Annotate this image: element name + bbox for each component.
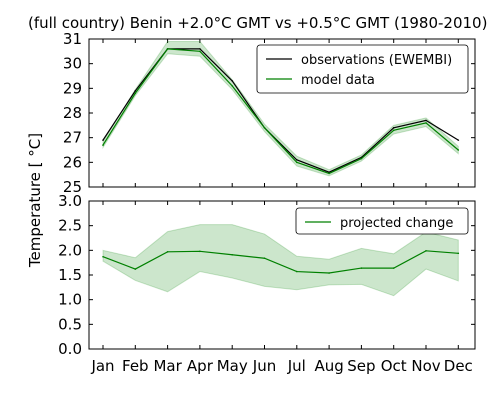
data-point — [102, 255, 104, 258]
data-point — [134, 90, 137, 92]
x-tick-label: Dec — [444, 357, 473, 375]
data-point — [328, 272, 330, 274]
data-point — [425, 119, 427, 122]
y-tick-label: 0.0 — [58, 340, 82, 358]
y-tick-label: 2.0 — [58, 241, 82, 259]
y-tick-label: 2.5 — [58, 217, 82, 235]
legend-label: observations (EWEMBI) — [301, 53, 452, 68]
axes-frame — [88, 200, 476, 350]
data-point — [199, 250, 201, 253]
y-tick-label: 1.0 — [58, 291, 82, 309]
x-tick-label: Oct — [381, 357, 407, 375]
legend-box — [256, 44, 469, 94]
series-line-model-data — [102, 48, 459, 175]
axes-frame — [88, 38, 476, 188]
data-point — [231, 253, 233, 256]
y-tick-label: 29 — [63, 79, 82, 97]
y-tick-label: 26 — [63, 153, 82, 171]
legend: projected change — [295, 207, 469, 235]
uncertainty-band — [102, 224, 459, 297]
legend-label: model data — [301, 73, 375, 88]
data-point — [296, 270, 298, 273]
x-tick-label: Mar — [153, 357, 182, 375]
uncertainty-band — [102, 40, 459, 177]
data-point — [102, 144, 104, 146]
plot-area — [102, 40, 460, 177]
y-tick-label: 0.5 — [58, 315, 82, 333]
data-point — [231, 80, 233, 82]
y-tick-label: 3.0 — [58, 192, 82, 210]
legend-label: projected change — [340, 216, 453, 231]
data-point — [166, 251, 169, 253]
data-point — [392, 127, 395, 129]
y-tick-label: 27 — [63, 129, 82, 147]
x-tick-label: Jun — [252, 357, 276, 375]
data-point — [263, 127, 266, 129]
x-tick-label: Feb — [122, 357, 149, 375]
data-point — [166, 48, 169, 50]
data-point — [360, 267, 363, 269]
data-point — [134, 268, 137, 270]
data-point — [457, 139, 460, 141]
data-point — [360, 157, 363, 160]
y-tick-label: 30 — [63, 55, 82, 73]
data-point — [457, 149, 460, 151]
x-tick-label: Sep — [347, 357, 375, 375]
data-point — [134, 92, 137, 95]
y-tick-label: 1.5 — [58, 266, 82, 284]
series-line-projected-change — [102, 250, 459, 274]
data-point — [392, 129, 395, 132]
panel-projected-change: 0.0 0.5 1.0 1.5 2.0 2.5 3.0 projected change — [58, 192, 476, 358]
plot-area — [102, 224, 460, 297]
panel-temperature: 25 26 27 28 29 30 31 observations (EWEMBI) model… — [63, 30, 476, 196]
y-tick-label: 25 — [63, 178, 82, 196]
chart-title: (full country) Benin +2.0°C GMT vs +0.5°… — [28, 14, 488, 32]
data-point — [296, 161, 298, 164]
y-tick-label: 31 — [63, 30, 82, 48]
x-tick-label: Nov — [411, 357, 440, 375]
data-point — [102, 139, 104, 141]
data-point — [231, 85, 233, 87]
x-tick-label: May — [217, 357, 248, 375]
x-tick-label: Apr — [187, 357, 214, 375]
data-point — [199, 50, 201, 53]
data-point — [425, 250, 427, 252]
data-point — [328, 172, 330, 175]
data-point — [296, 159, 298, 161]
data-point — [457, 252, 460, 255]
x-tick-label: Jan — [90, 357, 114, 375]
x-tick-label: Aug — [314, 357, 343, 375]
y-tick-label: 28 — [63, 104, 82, 122]
data-point — [392, 267, 395, 269]
data-point — [425, 122, 427, 124]
legend: observations (EWEMBI) model data — [256, 44, 469, 94]
data-point — [263, 257, 266, 260]
x-tick-label: Jul — [287, 357, 306, 375]
legend-box — [295, 207, 469, 235]
data-point — [199, 48, 201, 50]
y-axis-label: Temperature [ °C] — [26, 133, 44, 268]
